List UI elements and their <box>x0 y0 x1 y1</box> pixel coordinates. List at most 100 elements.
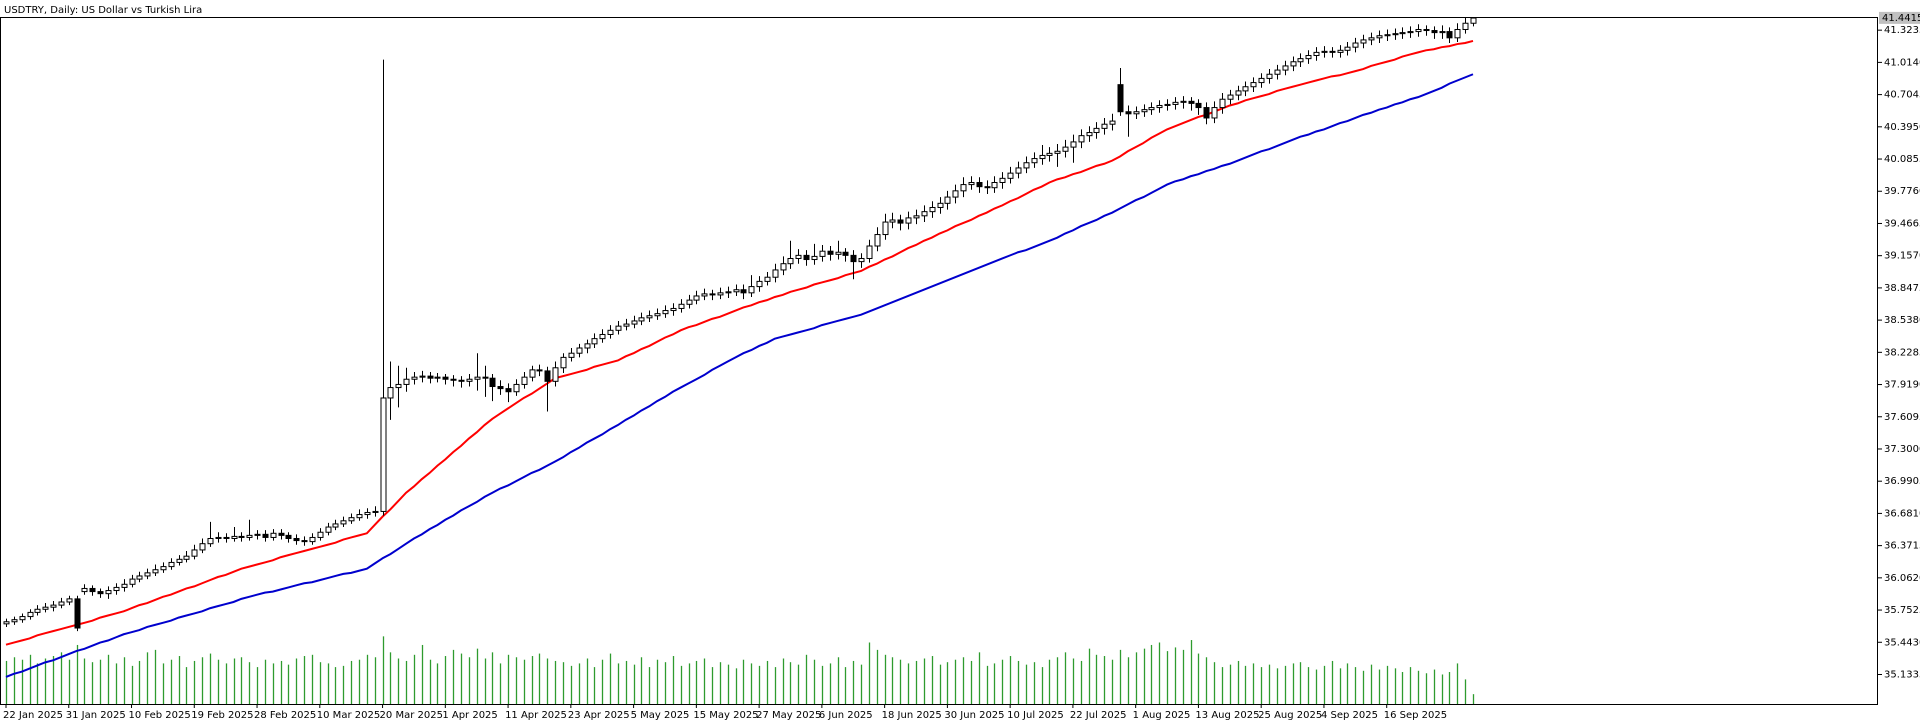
candle-body <box>568 352 575 358</box>
candle-body <box>976 182 983 188</box>
candle-body <box>748 286 755 294</box>
candle-body <box>58 601 65 606</box>
y-tick-label: 39.4665 <box>1884 218 1920 229</box>
candle-body <box>419 375 426 378</box>
candle-body <box>489 377 496 388</box>
candle-body <box>340 520 347 525</box>
candle-body <box>1250 82 1257 88</box>
candle-body <box>544 370 551 382</box>
candles <box>3 17 1477 632</box>
candle-body <box>81 587 88 593</box>
y-tick-label: 35.1335 <box>1884 669 1920 680</box>
candle-body <box>850 254 857 263</box>
candle-body <box>442 376 449 380</box>
candle-body <box>380 397 387 512</box>
candle-body <box>654 313 661 317</box>
candle-body <box>795 254 802 259</box>
x-tick-label: 23 Apr 2025 <box>568 710 630 721</box>
candle-body <box>1266 73 1273 79</box>
candle-body <box>97 591 104 595</box>
candle-body <box>152 569 159 574</box>
candle-body <box>529 369 536 378</box>
candle-body <box>27 611 34 618</box>
candle-body <box>1164 103 1171 106</box>
candle-body <box>678 303 685 309</box>
candle-body <box>262 533 269 538</box>
candle-body <box>1399 32 1406 35</box>
candle-body <box>1219 98 1226 109</box>
candle-body <box>505 388 512 393</box>
candle-body <box>968 182 975 186</box>
x-tick-label: 31 Jan 2025 <box>66 710 126 721</box>
candle-body <box>897 219 904 224</box>
candle-body <box>1015 167 1022 174</box>
candle-body <box>450 378 457 381</box>
candle-body <box>317 531 324 538</box>
candle-body <box>1054 150 1061 154</box>
candle-body <box>1384 34 1391 37</box>
candle-body <box>1195 102 1202 109</box>
candle-body <box>301 540 308 543</box>
candle-body <box>827 250 834 255</box>
candle-body <box>176 558 183 563</box>
x-tick-label: 10 Mar 2025 <box>317 710 380 721</box>
candle-body <box>1431 30 1438 34</box>
candle-body <box>984 186 991 189</box>
x-tick-label: 1 Aug 2025 <box>1133 710 1191 721</box>
candle-body <box>482 376 489 379</box>
candle-body <box>168 561 175 568</box>
candle-body <box>803 254 810 261</box>
candle-body <box>34 608 41 613</box>
candle-body <box>764 276 771 282</box>
candle-body <box>1062 146 1069 152</box>
candle-body <box>1337 49 1344 53</box>
candle-body <box>427 375 434 379</box>
candle-body <box>756 280 763 288</box>
candle-body <box>1023 162 1030 169</box>
candle-body <box>1133 111 1140 115</box>
candle-body <box>1282 65 1289 71</box>
candle-body <box>1274 69 1281 75</box>
x-tick-label: 28 Feb 2025 <box>254 710 316 721</box>
candle-body <box>591 338 598 345</box>
x-tick-label: 6 Jun 2025 <box>819 710 873 721</box>
candle-body <box>1297 58 1304 63</box>
candle-body <box>882 221 889 236</box>
x-tick-label: 22 Jul 2025 <box>1070 710 1127 721</box>
candle-body <box>1235 90 1242 96</box>
candle-body <box>1101 123 1108 129</box>
candle-body <box>387 387 394 399</box>
candle-body <box>254 533 261 536</box>
candle-body <box>921 211 928 217</box>
x-tick-label: 13 Aug 2025 <box>1195 710 1259 721</box>
candle-body <box>458 379 465 382</box>
y-tick-label: 38.8475 <box>1884 283 1920 294</box>
candle-body <box>937 202 944 208</box>
candle-body <box>1156 104 1163 109</box>
candle-body <box>1290 61 1297 67</box>
candle-body <box>1352 42 1359 48</box>
candle-body <box>144 572 151 577</box>
axes: 41.3235 41.0140 40.7045 40.3950 40.0855 39.77… <box>3 11 1920 721</box>
x-tick-label: 4 Sep 2025 <box>1321 710 1378 721</box>
y-tick-label: 40.0855 <box>1884 154 1920 165</box>
candle-body <box>129 578 136 585</box>
candle-body <box>631 320 638 325</box>
candle-body <box>701 293 708 297</box>
ma-line <box>5 73 1474 678</box>
candle-body <box>787 257 794 265</box>
candle-body <box>223 536 230 539</box>
candle-body <box>1117 84 1124 113</box>
candle-body <box>662 310 669 315</box>
candle-body <box>576 347 583 354</box>
candle-body <box>1415 28 1422 33</box>
candle-body <box>1086 132 1093 137</box>
candle-body <box>105 590 112 595</box>
candle-body <box>356 514 363 519</box>
y-tick-label: 41.3235 <box>1884 25 1920 36</box>
candle-body <box>199 543 206 551</box>
candle-body <box>913 215 920 219</box>
candle-body <box>1148 107 1155 111</box>
candle-body <box>1360 39 1367 44</box>
